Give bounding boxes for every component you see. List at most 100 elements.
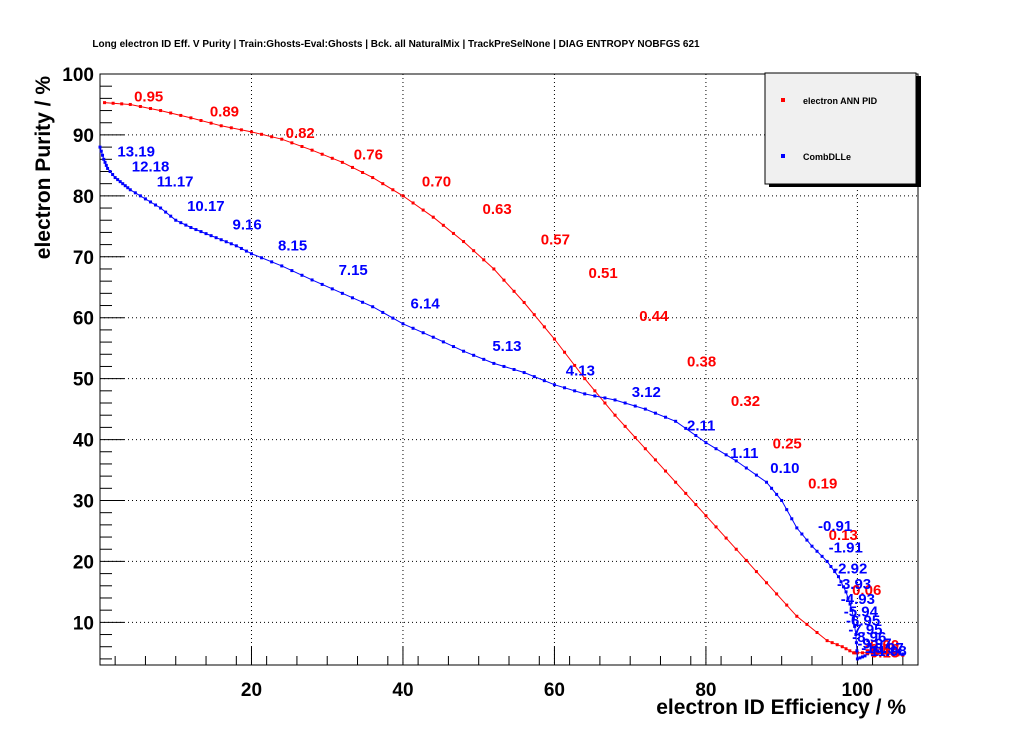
data-point <box>280 264 284 268</box>
data-point <box>839 580 843 584</box>
data-point <box>189 226 193 230</box>
x-tick-label: 80 <box>695 680 716 701</box>
data-point <box>704 514 708 518</box>
legend-marker-ann <box>781 98 785 102</box>
x-tick-label: 60 <box>544 680 565 701</box>
data-point <box>143 197 147 201</box>
data-point <box>159 109 163 113</box>
data-point <box>189 116 193 120</box>
data-point <box>563 350 567 354</box>
data-point <box>583 377 587 381</box>
data-point <box>825 559 829 563</box>
y-tick-label: 80 <box>73 187 94 208</box>
point-label: -0.13 <box>865 645 899 662</box>
data-point <box>350 165 354 169</box>
data-point <box>512 368 516 371</box>
data-point <box>573 363 577 367</box>
data-point <box>790 517 794 521</box>
point-label: 8.15 <box>278 238 307 255</box>
data-point <box>330 287 334 291</box>
data-point <box>260 256 264 260</box>
data-point <box>229 242 233 246</box>
data-point <box>512 289 516 293</box>
data-point <box>724 453 728 457</box>
point-label: 0.57 <box>541 232 570 249</box>
point-labels-layer: 0.95 0.89 0.82 0.76 0.70 0.63 0.57 0.51 0.44 0.38… <box>117 88 906 661</box>
data-point <box>111 101 115 105</box>
data-point <box>684 491 688 495</box>
data-point <box>848 649 852 653</box>
data-point <box>421 208 425 212</box>
data-point <box>138 104 142 108</box>
data-point <box>674 419 678 423</box>
data-point <box>653 458 657 462</box>
data-point <box>653 411 657 415</box>
data-point <box>851 616 855 620</box>
data-point <box>775 492 779 496</box>
data-point <box>795 526 799 530</box>
data-point <box>815 631 819 635</box>
data-point <box>451 231 455 235</box>
data-point <box>664 415 668 419</box>
data-point <box>860 651 864 655</box>
data-point <box>111 173 115 177</box>
data-point <box>371 176 375 180</box>
point-label: 0.10 <box>770 460 799 477</box>
data-point <box>391 188 395 192</box>
data-point <box>886 651 890 655</box>
data-point <box>184 223 188 227</box>
y-tick-label: 100 <box>62 65 94 86</box>
data-point <box>633 436 637 440</box>
data-point <box>219 238 223 242</box>
data-point <box>820 554 824 558</box>
point-label: 13.19 <box>117 143 155 160</box>
point-label: 0.13 <box>829 527 858 544</box>
point-label: 0.70 <box>422 174 451 191</box>
data-point <box>194 228 198 232</box>
data-point <box>126 186 130 190</box>
point-label: 3.12 <box>632 384 661 401</box>
data-point <box>229 126 233 130</box>
data-point <box>169 111 173 115</box>
data-point <box>694 503 698 507</box>
legend-marker-dlle <box>781 154 785 158</box>
point-label: 0.32 <box>731 393 760 410</box>
point-label: 7.15 <box>339 262 368 279</box>
data-point <box>770 486 774 490</box>
data-point <box>623 401 627 405</box>
data-point <box>734 547 738 551</box>
data-point <box>441 340 445 344</box>
axis-ticks <box>100 73 904 665</box>
x-tick-label: 40 <box>392 680 413 701</box>
data-point <box>103 101 107 105</box>
legend-label-ann: electron ANN PID <box>803 96 878 106</box>
data-point <box>104 163 108 167</box>
data-point <box>300 273 304 277</box>
data-point <box>871 651 875 655</box>
data-point <box>573 389 577 393</box>
point-label: 0.63 <box>482 201 511 218</box>
data-point <box>431 335 435 339</box>
data-point <box>174 218 178 222</box>
data-point <box>552 337 556 341</box>
data-point <box>310 148 314 152</box>
data-point <box>116 178 120 182</box>
data-point <box>855 649 859 653</box>
data-point <box>785 603 789 607</box>
data-point <box>835 643 839 647</box>
data-point <box>128 102 132 106</box>
data-point <box>401 322 405 326</box>
y-tick-label: 20 <box>73 552 94 573</box>
data-point <box>234 244 238 248</box>
data-point <box>482 258 486 262</box>
point-label: -2.92 <box>833 561 867 578</box>
data-point <box>290 269 294 273</box>
point-label: -11.98 <box>865 643 907 660</box>
data-point <box>290 141 294 145</box>
y-tick-label: 90 <box>73 126 94 147</box>
data-point <box>744 466 748 470</box>
data-point <box>361 300 365 304</box>
data-point <box>593 389 597 393</box>
point-label: 12.18 <box>132 158 170 175</box>
data-point <box>502 278 506 282</box>
